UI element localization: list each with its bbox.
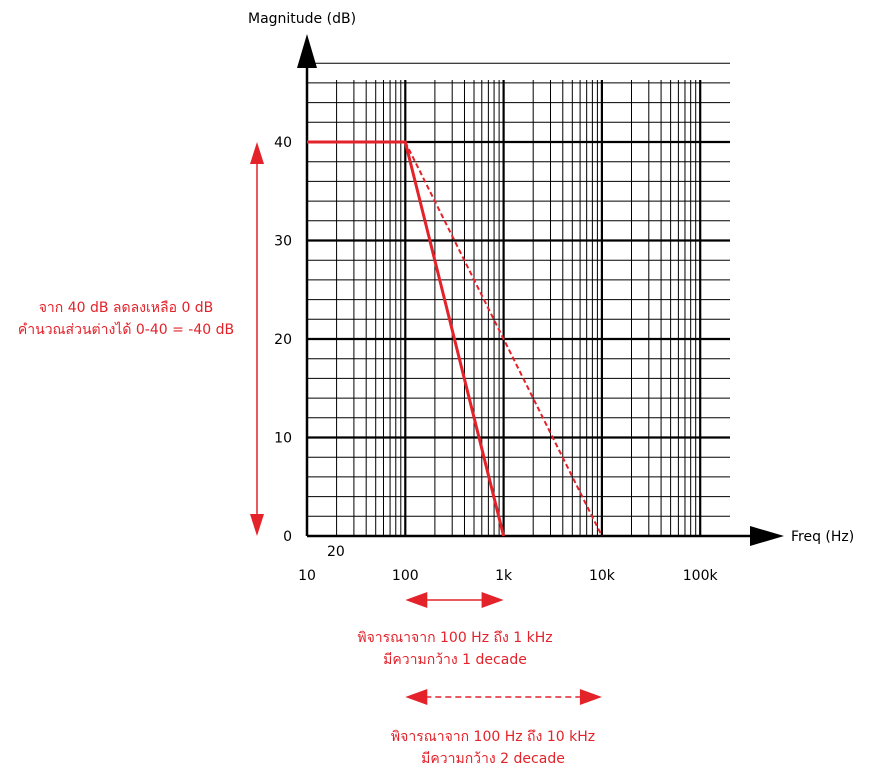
tick-labels: 10 20 100 1k 10k 100k 0 10 20 30 40 — [274, 135, 718, 584]
y-tick-label: 0 — [283, 529, 292, 545]
x-tick-label: 1k — [495, 568, 513, 584]
range-2-note: มีความกว้าง 2 decade — [421, 751, 565, 767]
chart-grid — [307, 62, 730, 536]
vertical-range-arrow — [250, 142, 264, 536]
x-tick-label: 10 — [298, 568, 316, 584]
x-tick-label: 100k — [683, 568, 719, 584]
x-tick-label: 10k — [589, 568, 616, 584]
chart-series — [307, 140, 603, 537]
range-1-note: มีความกว้าง 1 decade — [383, 652, 527, 668]
x-tick-label: 100 — [392, 568, 419, 584]
x-tick-label: 20 — [327, 544, 345, 560]
series-line-dashed — [404, 141, 603, 537]
y-axis-title: Magnitude (dB) — [248, 11, 356, 27]
y-tick-label: 20 — [274, 332, 292, 348]
y-tick-label: 30 — [274, 234, 292, 250]
vertical-range-note: คำนวณส่วนต่างได้ 0-40 = -40 dB — [18, 321, 234, 338]
x-axis-arrow-icon — [750, 526, 784, 546]
range-1-arrow — [405, 592, 504, 608]
range-1-note: พิจารณาจาก 100 Hz ถึง 1 kHz — [357, 630, 552, 646]
range-2-arrow — [405, 689, 602, 705]
y-tick-label: 40 — [274, 135, 292, 151]
y-axis-arrow-icon — [297, 34, 317, 68]
chart-annotations: จาก 40 dB ลดลงเหลือ 0 dB คำนวณส่วนต่างได้… — [18, 142, 602, 767]
range-2-note: พิจารณาจาก 100 Hz ถึง 10 kHz — [391, 729, 595, 745]
y-tick-label: 10 — [274, 431, 292, 447]
x-axis-title: Freq (Hz) — [791, 529, 854, 545]
chart-axes — [297, 34, 784, 546]
vertical-range-note: จาก 40 dB ลดลงเหลือ 0 dB — [39, 300, 214, 316]
